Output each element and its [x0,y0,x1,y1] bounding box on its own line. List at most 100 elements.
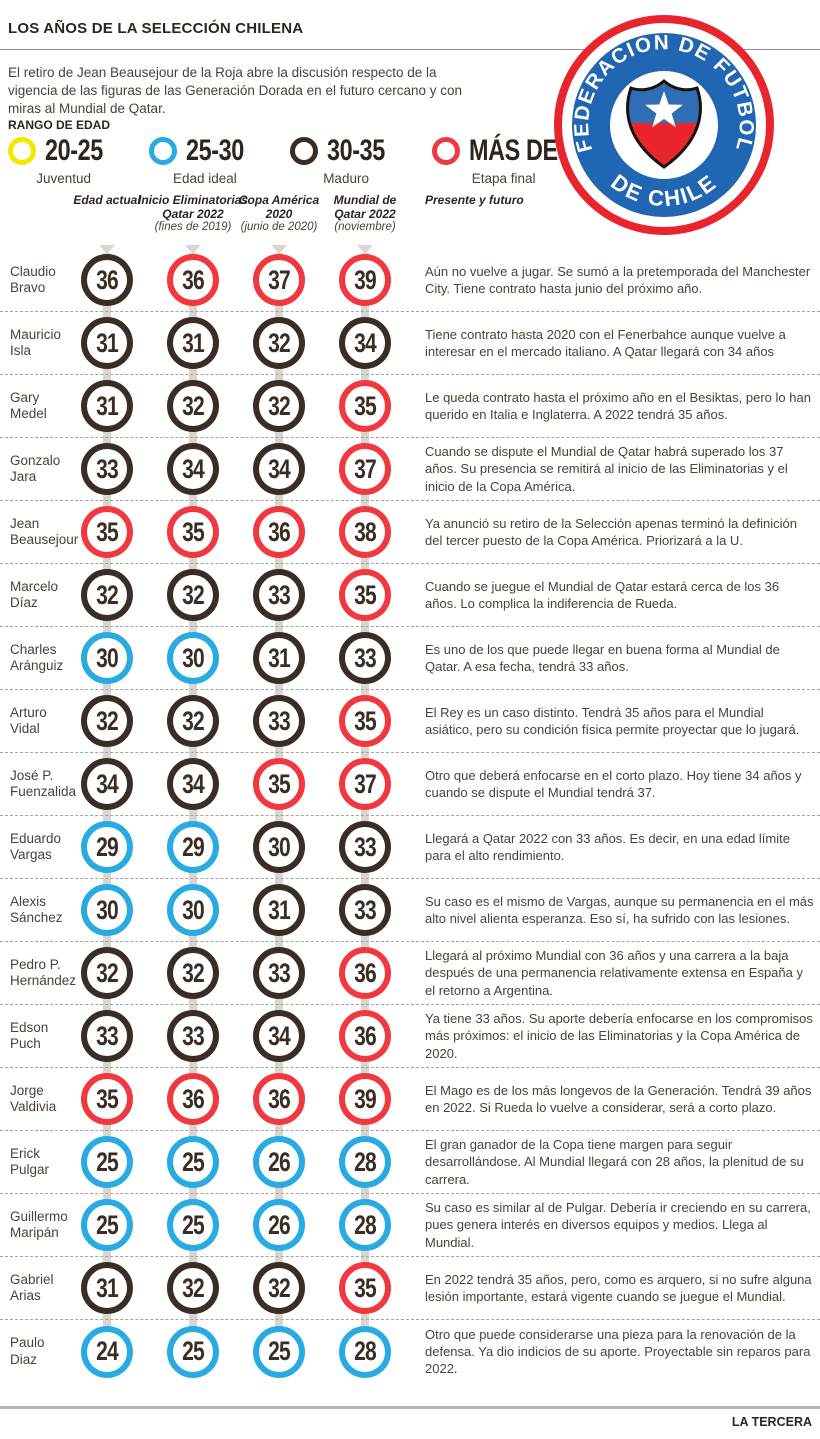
age-circle: 30 [167,632,219,684]
table-row: Eduardo Vargas 29 29 30 33 Llegará a Qat… [0,816,820,879]
age-value: 31 [96,1272,119,1303]
table-row: Charles Aránguiz 30 30 31 33 Es uno de l… [0,627,820,690]
age-circle: 31 [253,884,305,936]
player-name: José P. Fuenzalida [10,767,77,799]
header-divider [0,49,820,50]
age-value: 33 [268,957,291,988]
age-circle: 31 [81,317,133,369]
age-circle: 25 [253,1325,305,1378]
age-value: 32 [268,390,291,421]
age-value: 35 [354,705,377,736]
age-circle: 35 [339,695,391,747]
age-circle: 33 [339,884,391,936]
source-credit: LA TERCERA [731,1415,812,1429]
age-value: 34 [354,327,377,358]
footer-divider [0,1406,820,1409]
age-value: 36 [354,1020,377,1051]
table-row: Gary Medel 31 32 32 35 Le queda contrato… [0,375,820,438]
age-circle: 37 [339,758,391,810]
table-row: Jean Beausejour 35 35 36 38 Ya anunció s… [0,501,820,564]
player-name: Erick Pulgar [10,1145,50,1177]
age-circle: 30 [253,821,305,873]
player-note: En 2022 tendrá 35 años, pero, como es ar… [425,1271,812,1304]
age-circle: 35 [339,1262,391,1314]
player-note: Le queda contrato hasta el próximo año e… [425,389,811,422]
age-value: 39 [354,264,377,295]
age-circle: 33 [253,947,305,999]
age-circle: 34 [167,443,219,495]
age-circle: 36 [253,506,305,558]
age-circle: 31 [167,317,219,369]
age-circle: 33 [339,632,391,684]
player-note: Cuando se juegue el Mundial de Qatar est… [425,578,780,611]
player-note: El gran ganador de la Copa tiene margen … [425,1137,804,1187]
age-value: 30 [96,642,119,673]
player-note: El Rey es un caso distinto. Tendrá 35 añ… [425,704,800,737]
age-circle: 36 [339,947,391,999]
age-circle: 32 [167,947,219,999]
legend-ring-red-icon [431,137,460,165]
player-name: Edson Puch [10,1019,49,1051]
age-value: 29 [182,831,205,862]
table-row: Erick Pulgar 25 25 26 28 El gran ganador… [0,1131,820,1194]
age-value: 35 [354,1272,377,1303]
table-row: Arturo Vidal 32 32 33 35 El Rey es un ca… [0,690,820,753]
legend-title: RANGO DE EDAD [8,118,111,132]
column-connector-line [189,253,197,1369]
age-value: 35 [354,579,377,610]
age-circle: 36 [167,254,219,306]
player-note: Su caso es similar al de Pulgar. Debería… [425,1200,811,1250]
column-connector-line [275,253,283,1369]
player-name: Eduardo Vargas [10,830,62,862]
age-circle: 32 [167,695,219,747]
age-circle: 39 [339,1073,391,1125]
age-value: 33 [268,705,291,736]
age-value: 24 [96,1336,119,1366]
player-note: Es uno de los que puede llegar en buena … [425,641,780,674]
age-value: 33 [354,642,377,673]
legend-ring-yellow-icon [8,137,36,165]
age-circle: 28 [339,1199,391,1251]
age-circle: 35 [81,506,133,558]
age-circle: 35 [339,380,391,432]
age-circle: 36 [339,1010,391,1062]
age-value: 34 [182,453,205,484]
age-value: 30 [182,642,205,673]
player-name: Arturo Vidal [10,704,47,736]
age-value: 26 [268,1209,291,1240]
age-range-legend: 20-25 Juventud 25-30 Edad ideal 30-35 Ma… [8,134,623,186]
age-value: 28 [354,1146,377,1177]
age-value: 31 [268,894,291,925]
age-value: 33 [354,831,377,862]
page-title: LOS AÑOS DE LA SELECCIÓN CHILENA [8,20,304,37]
player-rows: Claudio Bravo 36 36 37 39 Aún no vuelve … [0,249,820,1383]
age-circle: 32 [253,317,305,369]
age-circle: 30 [81,632,133,684]
age-value: 35 [354,390,377,421]
age-circle: 29 [81,821,133,873]
legend-item-edad-ideal: 25-30 Edad ideal [149,134,260,186]
age-circle: 32 [81,695,133,747]
age-value: 32 [182,579,205,610]
age-value: 25 [182,1146,205,1177]
age-circle: 34 [167,758,219,810]
age-circle: 32 [81,569,133,621]
table-row: Guillermo Maripán 25 25 26 28 Su caso es… [0,1194,820,1257]
age-value: 32 [182,1272,205,1303]
age-circle: 28 [339,1325,391,1378]
age-circle: 24 [81,1325,133,1378]
col-header-presente-futuro: Presente y futuro [425,193,524,207]
player-note: El Mago es de los más longevos de la Gen… [425,1082,812,1115]
age-value: 37 [268,264,291,295]
age-circle: 38 [339,506,391,558]
age-value: 25 [96,1209,119,1240]
star-icon [645,91,683,128]
intro-text: El retiro de Jean Beausejour de la Roja … [8,65,463,116]
player-name: Gonzalo Jara [10,452,61,484]
player-name: Jean Beausejour [10,515,79,547]
player-note: Tiene contrato hasta 2020 con el Fenerba… [425,326,786,359]
age-value: 36 [354,957,377,988]
age-value: 36 [268,516,291,547]
age-value: 33 [96,453,119,484]
player-name: Pedro P. Hernández [10,956,77,988]
